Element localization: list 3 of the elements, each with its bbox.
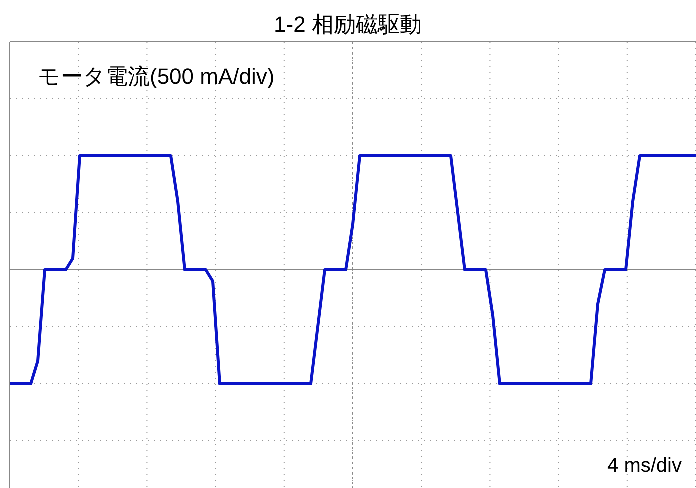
chart-title: 1-2 相励磁駆動 xyxy=(274,12,422,37)
text: 4 ms/div xyxy=(608,455,682,477)
text: モータ電流(500 mA/div) xyxy=(38,64,275,89)
